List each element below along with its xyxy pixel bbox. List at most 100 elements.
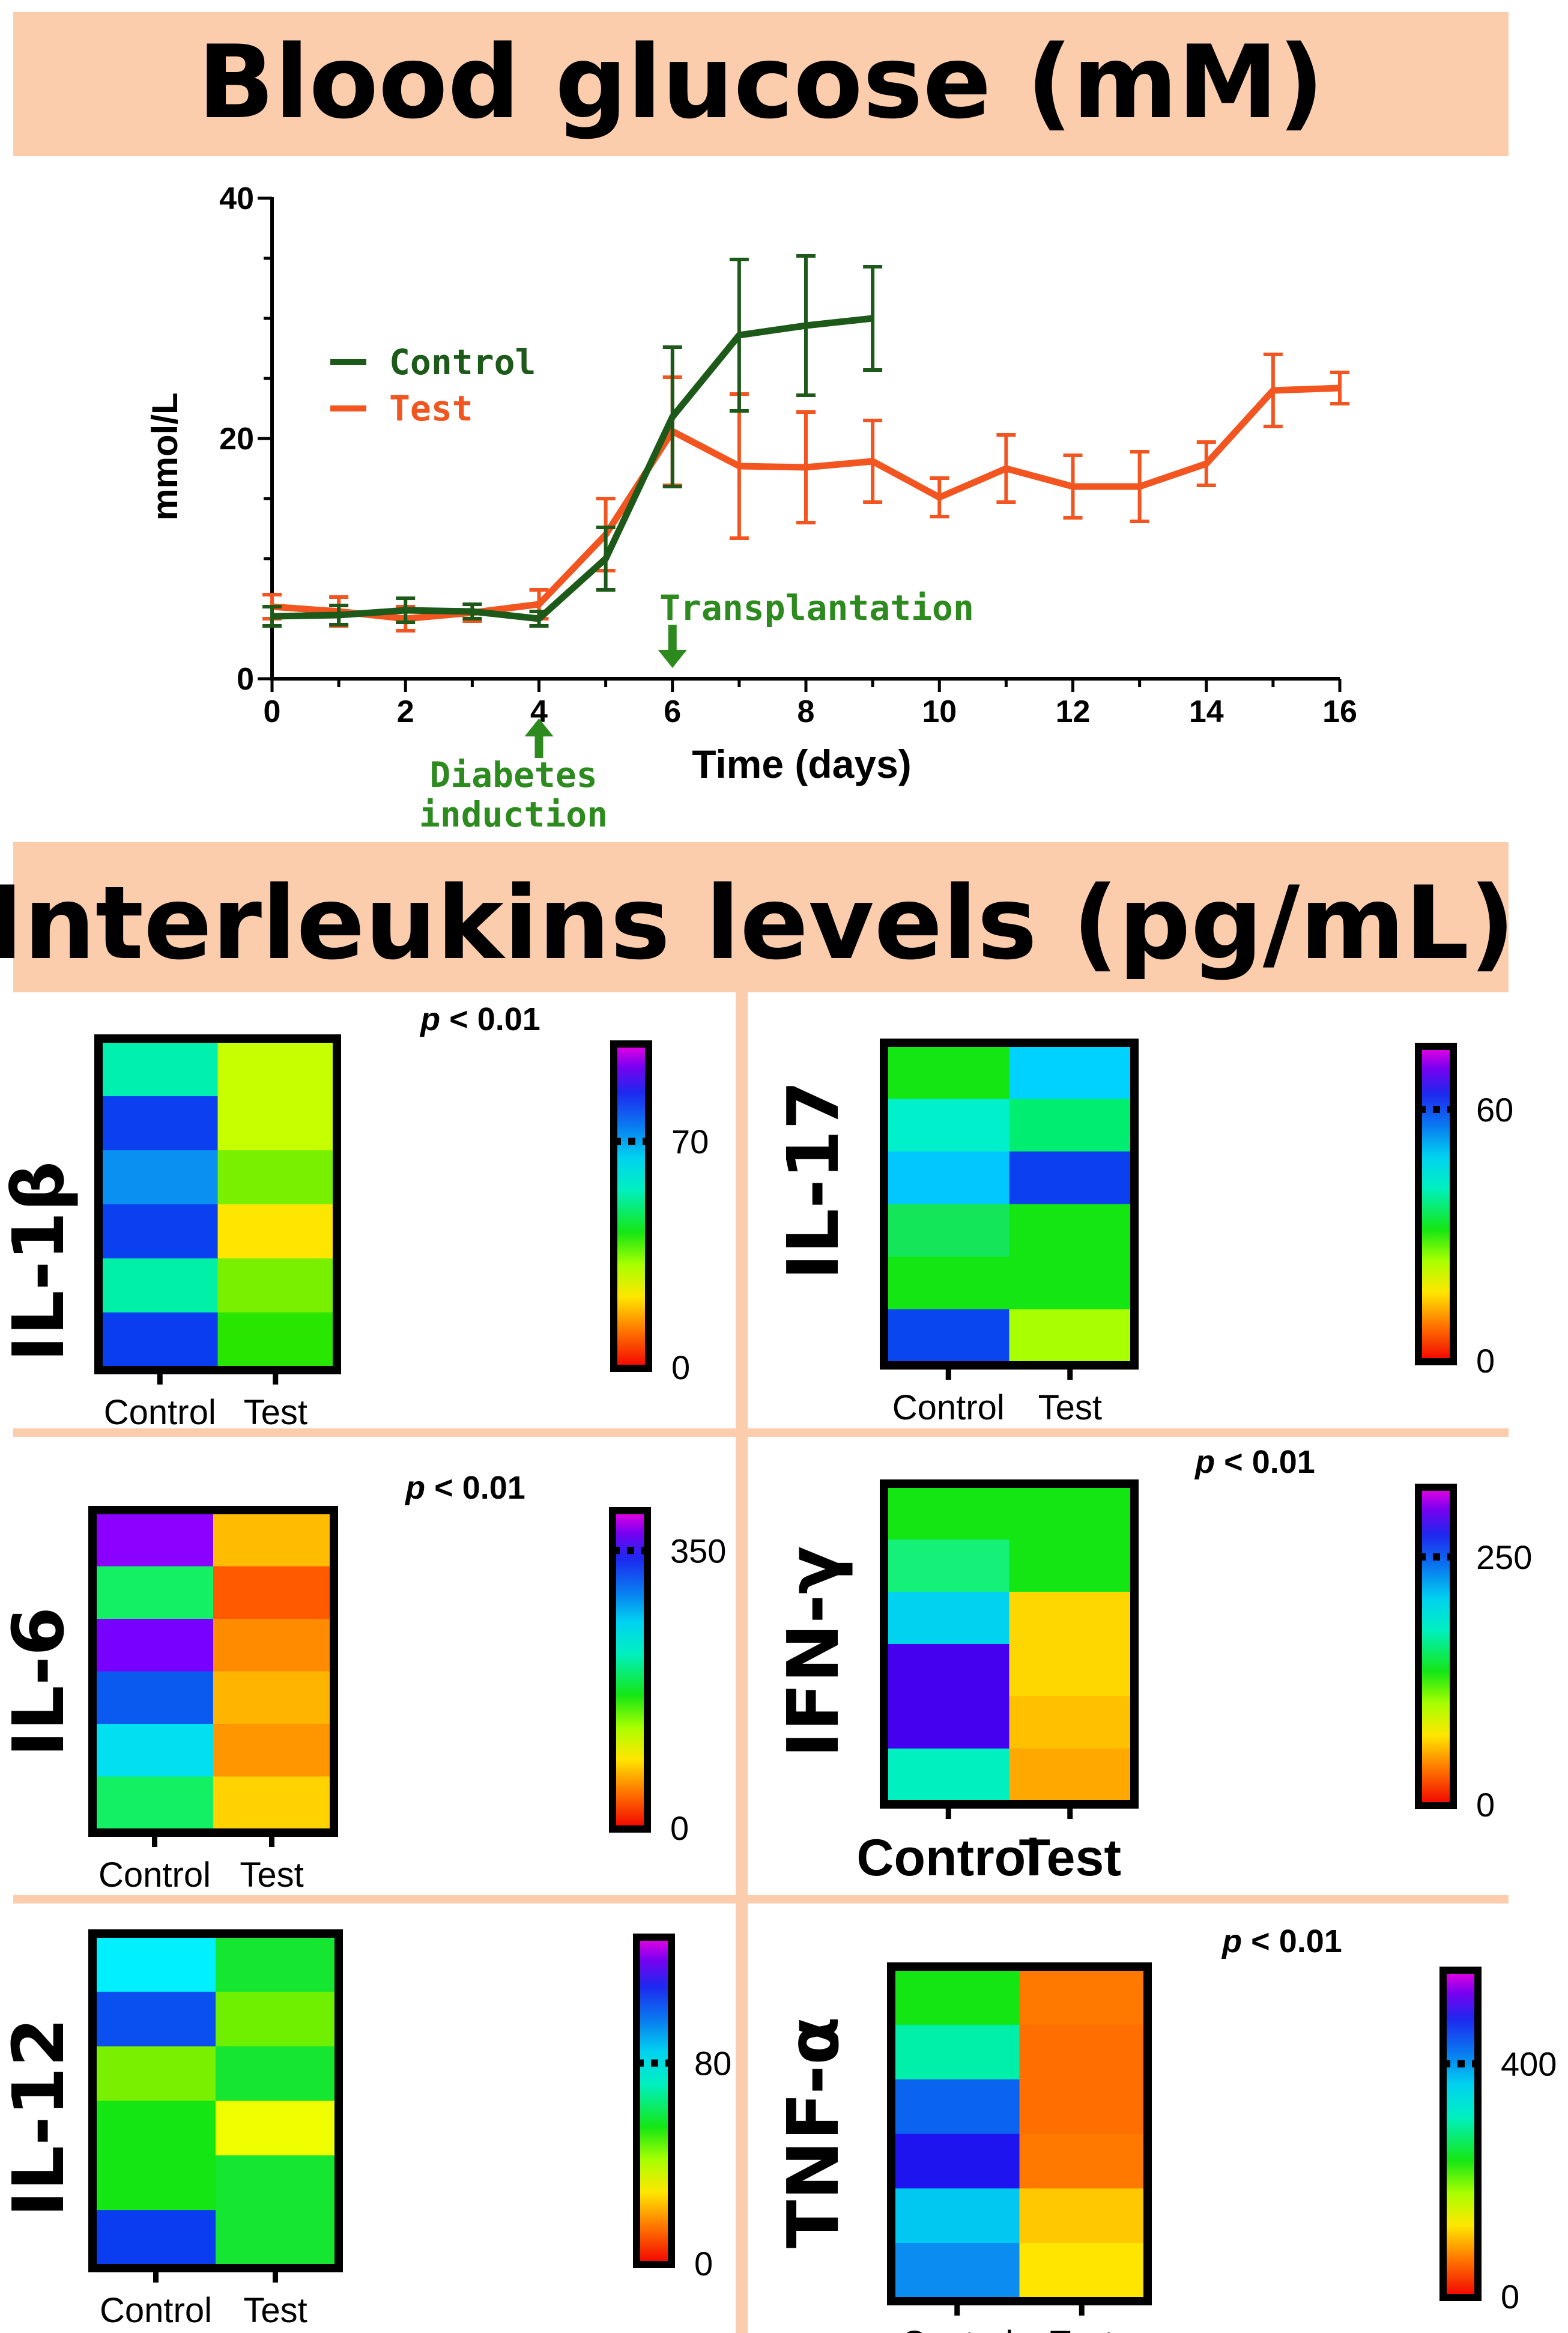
heatmap-cell (217, 1258, 334, 1313)
colorbar-zero-label: 0 (1476, 1786, 1495, 1824)
transplantation-arrow (658, 625, 687, 668)
heatmap-cell (1019, 2079, 1145, 2134)
heatmap-label: IL-17 (772, 1081, 855, 1280)
heatmap-cell (1009, 1151, 1131, 1204)
heatmap-label: IL-1β (0, 1161, 80, 1362)
colorbar-tick-label: 400 (1501, 2045, 1557, 2083)
heatmap-panel-il-1: IL-1β Control Test p < 0.01 70 0 (0, 1001, 709, 1432)
heatmap-cell (96, 1566, 214, 1619)
heatmap-cell (217, 1150, 334, 1205)
heatmap-panel-il-6: IL-6 Control Test p < 0.01 350 0 (0, 1470, 726, 1895)
heatmap-label: IL-12 (0, 2018, 80, 2217)
heatmap-cell (213, 1619, 331, 1672)
category-label: Test (243, 2291, 307, 2330)
x-tick-label: 2 (397, 694, 414, 729)
colorbar-zero-label: 0 (671, 1349, 690, 1386)
heatmap-cell (888, 1749, 1010, 1801)
x-tick-label: 12 (1056, 694, 1091, 729)
category-label: Control (892, 1388, 1005, 1427)
heatmap-label: IFN-γ (772, 1546, 855, 1758)
interleukins-title: Interleukins levels (pg/mL) (0, 864, 1515, 982)
x-tick-label: 0 (264, 694, 281, 729)
category-label: Test (1050, 2324, 1113, 2333)
heatmap-cell (96, 1671, 214, 1725)
heatmap-cell (216, 2155, 336, 2210)
interleukins-banner (13, 842, 1509, 992)
heatmap-cell (888, 1099, 1010, 1152)
heatmap-cell (217, 1096, 334, 1151)
colorbar-tick-label: 80 (694, 2045, 731, 2083)
category-label: Control (104, 1393, 216, 1432)
heatmap-cell (1009, 1487, 1131, 1540)
blood-glucose-banner (13, 12, 1509, 156)
heatmap-cell (96, 1619, 214, 1672)
heatmap-cell (888, 1540, 1010, 1592)
heatmap-cell (1019, 2024, 1145, 2080)
transplantation-annotation: Transplantation (659, 587, 974, 628)
heatmap-cell (216, 2101, 336, 2156)
heatmap-cell (213, 1776, 331, 1830)
heatmap-border (880, 1479, 1139, 1809)
heatmap-cell (895, 1970, 1020, 2025)
heatmap-cell (217, 1312, 334, 1367)
arrow-head (524, 718, 554, 736)
diabetes-annotation-line1: Diabetes (429, 754, 597, 795)
heatmap-cell (96, 1991, 216, 2047)
heatmap-cell (96, 1937, 216, 1992)
heatmap-cell (96, 1724, 214, 1777)
heatmap-cell (1009, 1540, 1131, 1592)
diabetes-induction-arrow (524, 718, 554, 758)
heatmap-cell (96, 2155, 216, 2210)
heatmap-cell (895, 2024, 1020, 2080)
heatmap-cell (888, 1151, 1010, 1204)
category-label: Test (240, 1855, 303, 1895)
colorbar-tick-label: 60 (1476, 1091, 1513, 1129)
heatmap-cell (216, 1991, 336, 2047)
heatmap-label: IL-6 (0, 1607, 80, 1757)
arrow-head (658, 650, 687, 668)
diabetes-annotation-line2: induction (419, 794, 608, 835)
heatmap-border (88, 1929, 343, 2272)
category-label: Control (856, 1829, 1040, 1887)
heatmap-cell (96, 1514, 214, 1567)
y-axis-label: mmol/L (145, 392, 185, 520)
heatmap-cell (1009, 1696, 1131, 1749)
heatmap-cell (895, 2079, 1020, 2134)
heatmap-cell (102, 1258, 218, 1313)
legend-test-label: Test (389, 388, 473, 429)
heatmap-cell (1009, 1309, 1131, 1362)
heatmap-cell (895, 2134, 1020, 2189)
colorbar (1415, 1043, 1457, 1365)
panel-separators (13, 992, 1509, 2333)
heatmap-cell (96, 2101, 216, 2156)
heatmap-cell (888, 1204, 1010, 1257)
heatmap-cell (213, 1724, 331, 1777)
heatmap-cell (1019, 1970, 1145, 2025)
colorbar (633, 1934, 675, 2268)
heatmap-border (94, 1034, 341, 1374)
category-label: Test (1038, 1388, 1102, 1427)
heatmap-cell (102, 1204, 218, 1259)
heatmap-border (88, 1506, 338, 1837)
heatmap-cell (96, 2046, 216, 2101)
colorbar (609, 1507, 651, 1833)
colorbar (610, 1040, 652, 1372)
heatmap-label: TNF-α (772, 2016, 855, 2248)
p-value-label: p < 0.01 (1194, 1444, 1315, 1480)
series-control (262, 254, 883, 628)
x-tick-label: 8 (798, 694, 815, 729)
category-label: Test (1019, 1829, 1121, 1887)
heatmap-cell (213, 1514, 331, 1567)
category-label: Control (901, 2324, 1013, 2333)
heatmap-cell (1009, 1644, 1131, 1697)
heatmap-cell (1009, 1749, 1131, 1801)
heatmap-cell (1009, 1204, 1131, 1257)
heatmap-border (887, 1962, 1152, 2305)
colorbar-tick-label: 70 (671, 1123, 709, 1160)
x-tick-label: 6 (664, 694, 681, 729)
series-line-test (271, 384, 1340, 622)
heatmap-panel-tnf: TNF-α Control Test p < 0.01 400 0 (772, 1923, 1557, 2333)
annotations: Transplantation Diabetes induction (419, 587, 974, 835)
